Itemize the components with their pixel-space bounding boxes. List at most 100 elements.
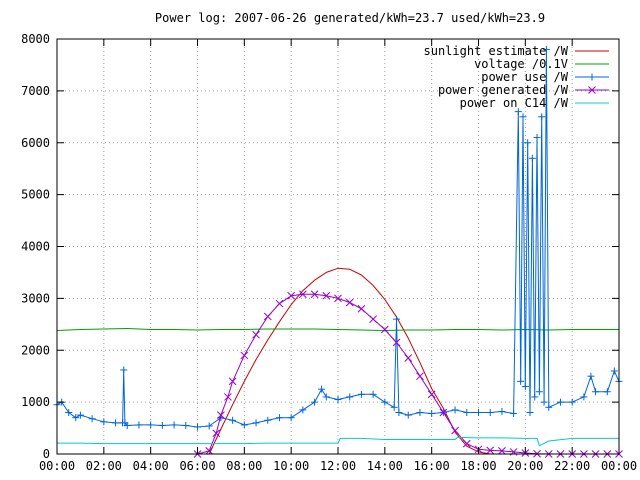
data-point-power-use-w [521,383,529,391]
data-point-power-generated-w [416,372,424,381]
x-tick-label: 00:00 [601,459,637,473]
y-tick-label: 2000 [21,343,50,357]
series-line-power-use-w [56,48,620,428]
data-point-power-generated-w-d2 [345,298,354,307]
data-point-power-use-w [194,423,201,431]
legend-label: power generated /W [438,83,569,97]
data-point-power-use-w [322,393,330,401]
data-point-power-use-w [610,367,618,375]
data-point-power-use-w [533,134,541,142]
data-point-power-use-w [65,409,73,416]
data-point-power-use-w [540,398,548,406]
x-tick-label: 14:00 [367,459,403,473]
data-point-power-use-w [568,398,576,406]
data-point-power-generated-w-d2 [275,299,284,308]
data-point-power-use-w [528,154,536,162]
data-point-power-generated-w [451,426,459,435]
data-point-power-generated-w [486,446,495,455]
data-point-power-use-w [526,409,534,416]
data-point-power-use-w [393,315,401,323]
data-point-power-use-w [603,388,611,396]
data-point-power-use-w [240,421,248,429]
y-tick-label: 4000 [21,240,50,254]
data-point-power-use-w [451,406,459,414]
x-tick-label: 06:00 [179,459,215,473]
data-point-power-use-w [120,366,128,374]
x-tick-label: 10:00 [273,459,309,473]
data-point-power-use-w [229,416,237,424]
data-point-power-use-w [369,390,377,398]
series-line-sunlight-estimate-w [208,267,491,455]
ticks: 00:00 02:00 04:00 06:00 08:00 10:00 12:00 14:00… [21,32,637,473]
data-point-power-use-w [76,411,84,419]
data-point-power-use-w [158,421,166,429]
legend-marker [588,86,596,94]
y-tick-label: 8000 [21,32,50,46]
data-point-power-generated-w [462,439,471,448]
data-point-power-generated-w-d2 [322,291,331,300]
data-point-power-generated-w [212,429,221,438]
data-point-power-generated-w [439,408,448,417]
data-point-power-generated-w-d2 [334,294,342,303]
data-point-power-generated-w-d2 [462,439,471,448]
data-point-power-generated-w-d2 [404,354,413,362]
data-point-power-generated-w [498,447,506,455]
data-point-power-use-w [112,419,120,427]
data-point-power-use-w [346,393,354,401]
data-point-power-generated-w [287,291,296,300]
legend-marker [588,73,596,81]
data-point-power-generated-w [217,411,225,419]
legend-label: sunlight estimate /W [424,44,569,58]
data-point-power-generated-w-d2 [380,325,389,334]
data-point-power-use-w [287,414,295,422]
data-point-power-use-w [510,410,518,418]
data-point-power-generated-w-d2 [205,447,214,455]
data-point-power-generated-w [299,290,307,299]
data-point-power-use-w [123,421,131,429]
data-point-power-use-w [514,108,522,116]
data-point-power-use-w [381,398,389,406]
x-tick-label: 22:00 [554,459,590,473]
data-point-power-use-w [498,407,506,415]
data-point-power-use-w [318,385,326,393]
data-point-power-use-w [531,393,539,401]
data-point-power-generated-w-d2 [252,330,260,339]
data-point-power-generated-w-d2 [287,291,296,300]
x-tick-label: 20:00 [507,459,543,473]
data-point-power-use-w [334,396,342,404]
data-point-power-use-w [311,398,319,406]
series-sunlight-estimate-w [208,267,491,455]
data-point-power-generated-w-d2 [263,312,272,321]
data-point-power-use-w [88,415,96,423]
data-point-power-use-w [390,403,398,411]
legend-entry-power-use-w: power use /W [481,70,609,84]
x-tick-label: 02:00 [86,459,122,473]
data-point-power-generated-w [224,393,232,401]
data-point-power-use-w [535,388,543,396]
data-point-power-use-w [463,409,471,416]
y-tick-label: 5000 [21,188,50,202]
y-tick-label: 7000 [21,84,50,98]
data-point-power-use-w [100,418,108,426]
data-point-power-use-w [275,414,283,422]
data-point-power-use-w [517,377,525,385]
data-point-power-generated-w [322,291,331,300]
data-point-power-generated-w-d2 [439,408,448,417]
data-point-power-generated-w [334,294,342,303]
data-point-power-use-w [357,390,365,398]
data-point-power-use-w [135,421,143,429]
data-point-power-use-w [475,409,482,416]
data-point-power-generated-w-d2 [217,411,225,419]
data-point-power-use-w [542,45,550,53]
data-point-power-generated-w-d2 [427,390,436,399]
data-point-power-generated-w [205,447,214,455]
data-point-power-use-w [170,421,178,429]
data-point-power-use-w [252,419,260,427]
data-point-power-use-w [416,409,424,416]
y-tick-label: 6000 [21,136,50,150]
data-point-power-generated-w [263,312,272,321]
x-tick-label: 12:00 [320,459,356,473]
data-point-power-use-w [538,113,546,121]
